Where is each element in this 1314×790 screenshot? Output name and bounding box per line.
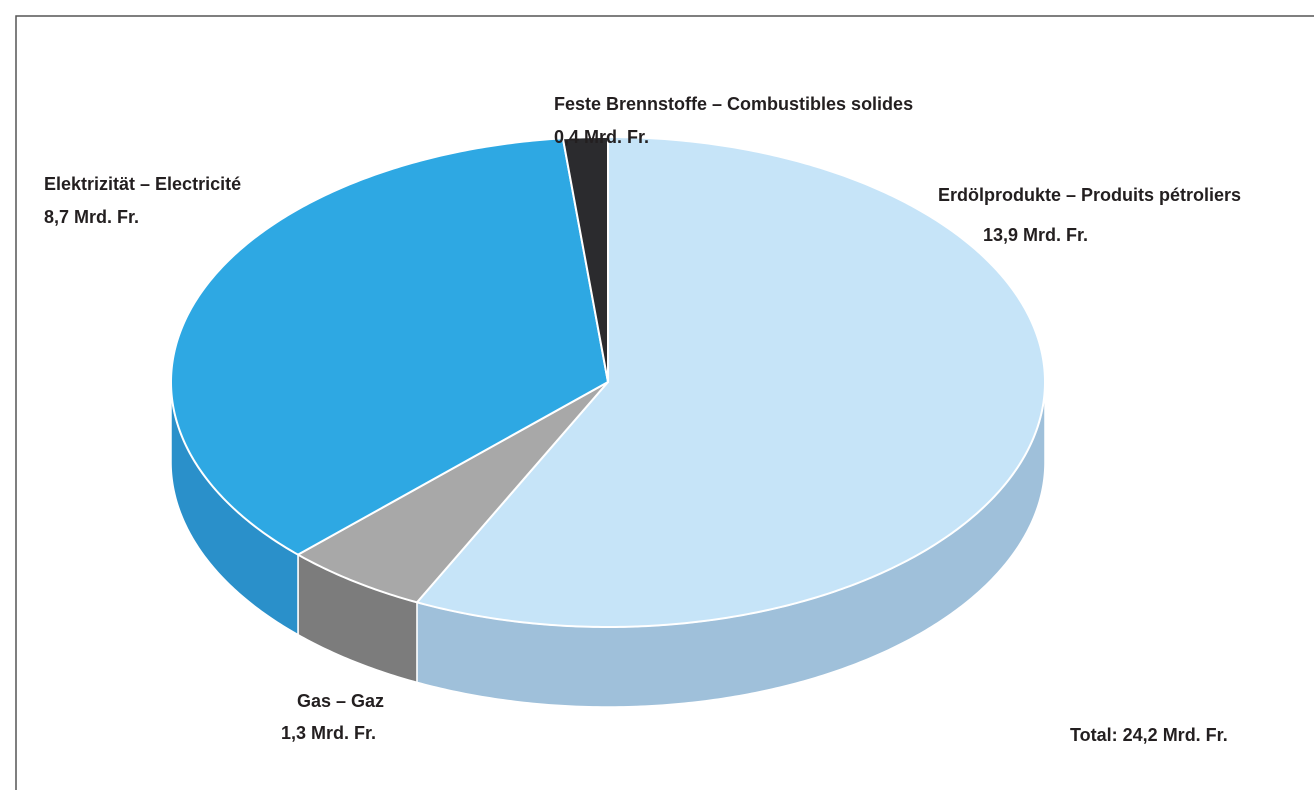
- pie-slice: [415, 136, 1046, 628]
- slice-value-label: 0,4 Mrd. Fr.: [554, 127, 649, 147]
- slice-value-label: 1,3 Mrd. Fr.: [281, 723, 376, 743]
- slice-label: Elektrizität – Electricité: [44, 174, 241, 194]
- pie-slice: [170, 137, 609, 556]
- slice-value-label: 8,7 Mrd. Fr.: [44, 207, 139, 227]
- slice-label: Gas – Gaz: [297, 691, 384, 711]
- pie-slice: [561, 136, 609, 383]
- total-annotation: Total: 24,2 Mrd. Fr.: [1070, 725, 1228, 745]
- frame: [15, 15, 1314, 790]
- pie-slice: [296, 381, 609, 604]
- slice-label: Feste Brennstoffe – Combustibles solides: [554, 94, 913, 114]
- slice-label: Erdölprodukte – Produits pétroliers: [938, 185, 1241, 205]
- slice-value-label: 13,9 Mrd. Fr.: [983, 225, 1088, 245]
